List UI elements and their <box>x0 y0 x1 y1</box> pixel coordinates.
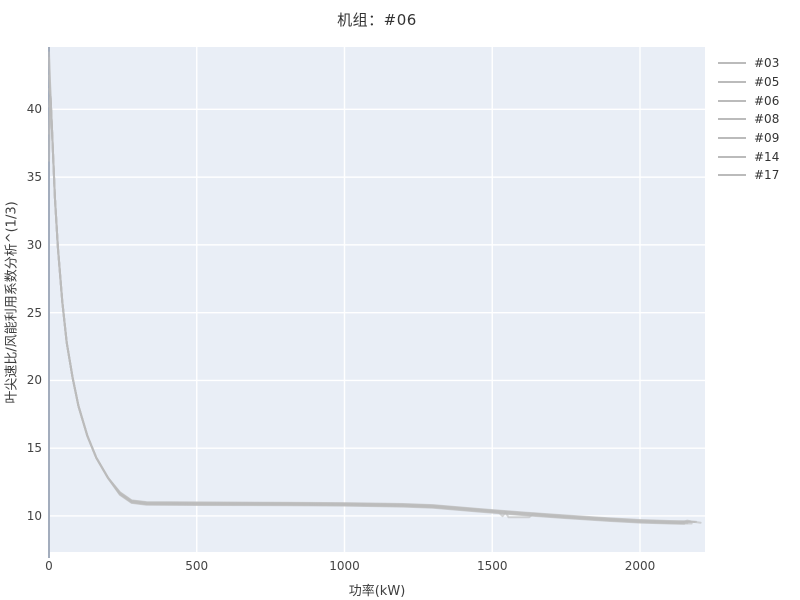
legend-line-swatch <box>718 174 746 177</box>
legend-item-09[interactable]: #09 <box>718 129 779 148</box>
y-tick-label: 35 <box>26 170 42 185</box>
legend-line-swatch <box>718 137 746 140</box>
y-tick-label: 15 <box>26 441 42 456</box>
legend-label: #03 <box>754 56 780 71</box>
legend-label: #08 <box>754 112 780 127</box>
legend-label: #06 <box>754 93 780 108</box>
legend-line-swatch <box>718 62 746 65</box>
plot-canvas[interactable] <box>48 47 705 558</box>
x-axis-title: 功率(kW) <box>348 584 406 599</box>
legend-line-swatch <box>718 155 746 158</box>
legend-line-swatch <box>718 118 746 121</box>
series-line-17 <box>48 94 686 525</box>
legend-item-14[interactable]: #14 <box>718 147 779 166</box>
legend-label: #09 <box>754 131 780 146</box>
legend-line-swatch <box>718 99 746 102</box>
legend-label: #14 <box>754 149 780 164</box>
x-tick-label: 0 <box>45 559 53 573</box>
x-tick-label: 500 <box>185 559 209 573</box>
y-tick-label: 30 <box>26 237 42 252</box>
y-tick-label: 10 <box>26 508 42 523</box>
y-tick-label: 40 <box>26 102 42 117</box>
legend: #03 #05 #06 #08 #09 #14 #17 <box>718 54 779 185</box>
legend-item-06[interactable]: #06 <box>718 91 779 110</box>
legend-label: #05 <box>754 75 780 90</box>
legend-item-03[interactable]: #03 <box>718 54 779 73</box>
legend-item-17[interactable]: #17 <box>718 166 779 185</box>
plot-svg <box>48 47 705 558</box>
y-tick-label: 25 <box>26 305 42 320</box>
legend-item-08[interactable]: #08 <box>718 110 779 129</box>
y-axis-title: 叶尖速比/风能利用系数分析^(1/3) <box>4 201 20 404</box>
x-tick-label: 1000 <box>329 559 360 573</box>
chart-title: 机组：#06 <box>337 11 417 29</box>
plot-background <box>49 47 705 552</box>
x-tick-label: 2000 <box>624 559 656 573</box>
legend-label: #17 <box>754 168 780 183</box>
legend-item-05[interactable]: #05 <box>718 73 779 92</box>
y-tick-label: 20 <box>26 373 42 388</box>
x-tick-label: 1500 <box>476 559 508 573</box>
legend-line-swatch <box>718 81 746 84</box>
